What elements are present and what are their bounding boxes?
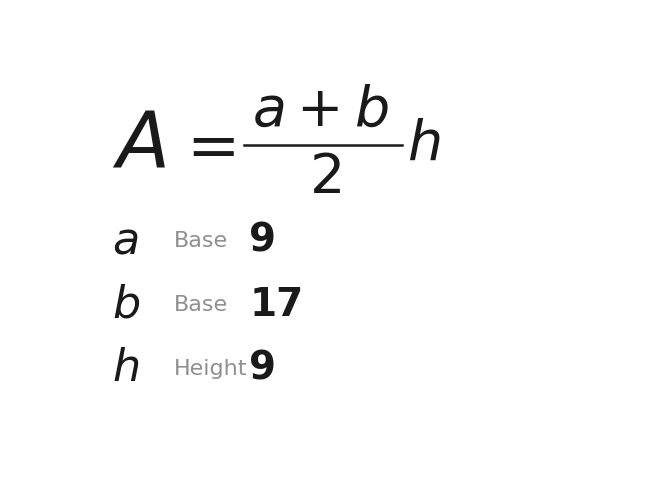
- Text: Base: Base: [174, 231, 228, 251]
- Text: $\mathit{a}+\mathit{b}$: $\mathit{a}+\mathit{b}$: [252, 83, 389, 138]
- Text: $=$: $=$: [174, 117, 235, 178]
- Text: $\mathit{A}$: $\mathit{A}$: [112, 107, 166, 183]
- Text: $\mathit{b}$: $\mathit{b}$: [112, 283, 140, 326]
- Text: 9: 9: [249, 222, 276, 260]
- Text: Base: Base: [174, 295, 228, 315]
- Text: $2$: $2$: [309, 151, 341, 205]
- Text: Height: Height: [174, 359, 248, 379]
- Text: 9: 9: [249, 349, 276, 387]
- Text: $\mathit{h}$: $\mathit{h}$: [112, 347, 139, 390]
- Text: $\mathit{h}$: $\mathit{h}$: [407, 117, 440, 171]
- Text: 17: 17: [249, 285, 303, 324]
- Text: $\mathit{a}$: $\mathit{a}$: [112, 219, 138, 263]
